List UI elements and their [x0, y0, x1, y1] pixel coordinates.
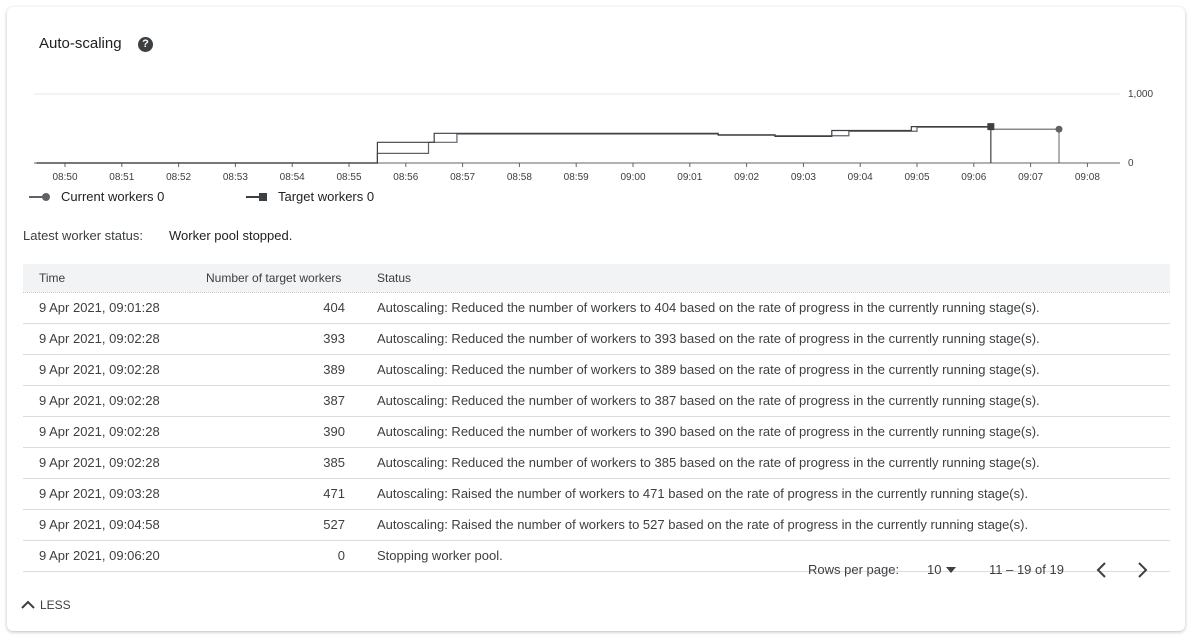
less-toggle[interactable]: LESS	[21, 598, 71, 612]
table-row: 9 Apr 2021, 09:02:28 385 Autoscaling: Redu…	[23, 447, 1170, 479]
cell-target-workers: 471	[190, 478, 377, 510]
autoscaling-events-table: Time Number of target workers Status 9 A…	[23, 264, 1170, 572]
chevron-up-icon	[21, 600, 35, 609]
card-title: Auto-scaling	[39, 35, 122, 52]
rows-per-page-select[interactable]: 10	[927, 562, 958, 577]
x-tick-label: 08:51	[109, 172, 134, 183]
dropdown-arrow-icon	[946, 566, 957, 573]
x-tick-label: 09:05	[904, 172, 929, 183]
table-row: 9 Apr 2021, 09:02:28 387 Autoscaling: Redu…	[23, 385, 1170, 417]
cell-status: Stopping worker pool.	[377, 540, 1170, 572]
cell-time: 9 Apr 2021, 09:03:28	[23, 478, 190, 510]
legend-current-workers[interactable]: Current workers 0	[29, 189, 164, 204]
cell-target-workers: 390	[190, 416, 377, 448]
cell-target-workers: 385	[190, 447, 377, 479]
cell-time: 9 Apr 2021, 09:06:20	[23, 540, 190, 572]
cell-status: Autoscaling: Reduced the number of worke…	[377, 292, 1170, 324]
x-tick-label: 08:52	[166, 172, 191, 183]
cell-target-workers: 387	[190, 385, 377, 417]
x-tick-label: 08:50	[52, 172, 77, 183]
legend-current-label: Current workers	[61, 189, 154, 204]
cell-status: Autoscaling: Reduced the number of worke…	[377, 354, 1170, 386]
table-header-row: Time Number of target workers Status	[23, 264, 1170, 293]
square-marker-icon	[246, 192, 267, 201]
table-row: 9 Apr 2021, 09:06:20 0 Stopping worker poo…	[23, 540, 1170, 572]
cell-status: Autoscaling: Reduced the number of worke…	[377, 323, 1170, 355]
cell-target-workers: 0	[190, 540, 377, 572]
x-tick-label: 09:02	[734, 172, 759, 183]
x-tick-label: 08:59	[564, 172, 589, 183]
x-tick-label: 08:57	[450, 172, 475, 183]
autoscaling-chart: 1,000 0 08:50 08:51 08:52 08:53 08:54 08:55 08:5…	[34, 89, 1153, 183]
cell-status: Autoscaling: Reduced the number of worke…	[377, 385, 1170, 417]
x-tick-label: 08:53	[223, 172, 248, 183]
target-workers-marker	[987, 123, 995, 131]
table-row: 9 Apr 2021, 09:02:28 393 Autoscaling: Redu…	[23, 323, 1170, 355]
cell-status: Autoscaling: Reduced the number of worke…	[377, 416, 1170, 448]
column-header-target-workers[interactable]: Number of target workers	[190, 264, 377, 293]
chevron-right-icon[interactable]	[1134, 561, 1150, 579]
cell-time: 9 Apr 2021, 09:02:28	[23, 385, 190, 417]
x-tick-label: 08:56	[393, 172, 418, 183]
legend-current-value: 0	[157, 189, 165, 204]
legend-target-value: 0	[366, 189, 375, 204]
cell-status: Autoscaling: Raised the number of worker…	[377, 478, 1170, 510]
latest-worker-status: Latest worker status: Worker pool stoppe…	[23, 228, 292, 243]
table-row: 9 Apr 2021, 09:02:28 389 Autoscaling: Redu…	[23, 354, 1170, 386]
pagination-range: 11 – 19 of 19	[989, 562, 1064, 577]
x-tick-label: 08:55	[336, 172, 361, 183]
x-tick-label: 09:06	[961, 172, 986, 183]
less-label: LESS	[40, 598, 71, 612]
table-row: 9 Apr 2021, 09:03:28 471 Autoscaling: Rais…	[23, 478, 1170, 510]
table-row: 9 Apr 2021, 09:01:28 404 Autoscaling: Redu…	[23, 292, 1170, 324]
cell-time: 9 Apr 2021, 09:01:28	[23, 292, 190, 324]
series-line-current-workers	[36, 126, 1059, 164]
x-tick-label: 09:01	[677, 172, 702, 183]
x-tick-label: 09:00	[620, 172, 645, 183]
legend-target-workers[interactable]: Target workers 0	[246, 189, 374, 204]
chevron-left-icon[interactable]	[1094, 561, 1110, 579]
cell-target-workers: 389	[190, 354, 377, 386]
cell-target-workers: 393	[190, 323, 377, 355]
y-tick-label: 0	[1128, 158, 1134, 169]
x-tick-label: 09:07	[1018, 172, 1043, 183]
current-workers-marker	[1055, 125, 1063, 133]
series-line-target-workers	[36, 126, 992, 164]
x-tick-label: 09:08	[1075, 172, 1100, 183]
x-tick-label: 09:03	[791, 172, 816, 183]
table-row: 9 Apr 2021, 09:04:58 527 Autoscaling: Rais…	[23, 509, 1170, 541]
rows-per-page-label: Rows per page:	[808, 562, 900, 577]
cell-time: 9 Apr 2021, 09:02:28	[23, 416, 190, 448]
cell-time: 9 Apr 2021, 09:02:28	[23, 354, 190, 386]
column-header-status[interactable]: Status	[377, 264, 1170, 293]
legend-target-label: Target workers	[278, 189, 364, 204]
rows-per-page-value: 10	[927, 562, 942, 577]
circle-marker-icon	[29, 192, 50, 201]
cell-status: Autoscaling: Reduced the number of worke…	[377, 447, 1170, 479]
cell-time: 9 Apr 2021, 09:04:58	[23, 509, 190, 541]
help-icon[interactable]: ?	[138, 37, 153, 52]
column-header-time[interactable]: Time	[23, 264, 190, 293]
table-row: 9 Apr 2021, 09:02:28 390 Autoscaling: Redu…	[23, 416, 1170, 448]
cell-time: 9 Apr 2021, 09:02:28	[23, 323, 190, 355]
x-tick-label: 09:04	[848, 172, 873, 183]
status-value: Worker pool stopped.	[169, 228, 293, 243]
y-tick-label: 1,000	[1128, 89, 1153, 100]
status-label: Latest worker status:	[23, 228, 143, 243]
cell-target-workers: 404	[190, 292, 377, 324]
cell-time: 9 Apr 2021, 09:02:28	[23, 447, 190, 479]
x-tick-label: 08:58	[507, 172, 532, 183]
cell-status: Autoscaling: Raised the number of worker…	[377, 509, 1170, 541]
cell-target-workers: 527	[190, 509, 377, 541]
x-tick-label: 08:54	[280, 172, 305, 183]
